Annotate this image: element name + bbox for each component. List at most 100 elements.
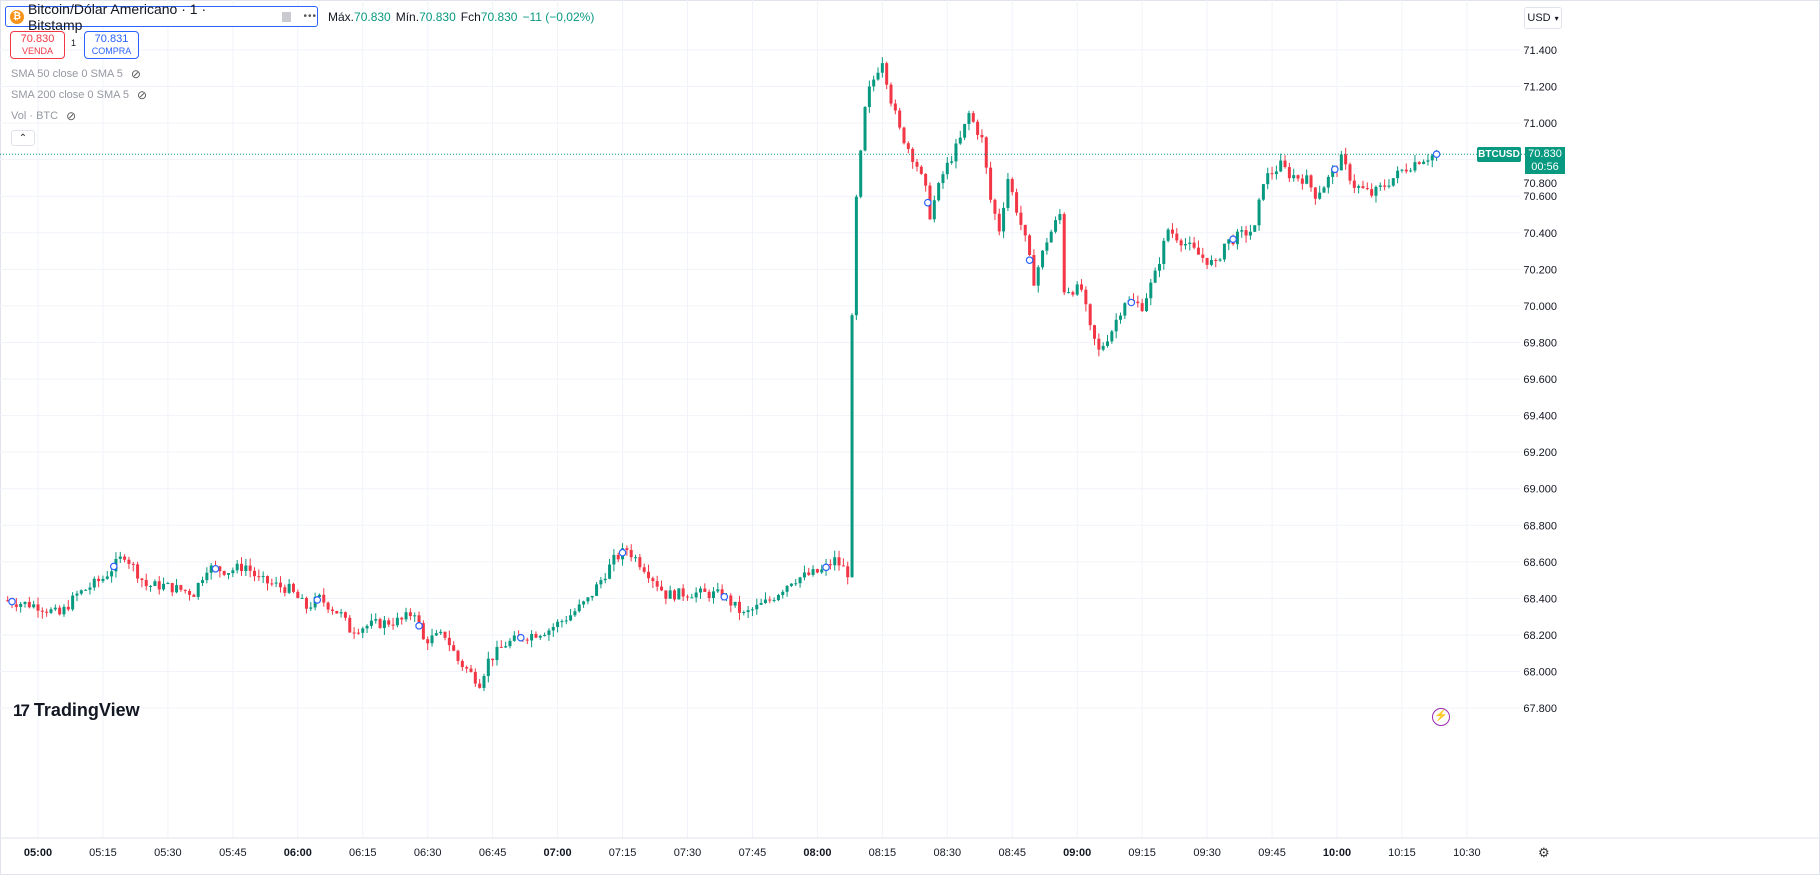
buy-button[interactable]: 70.831 COMPRA	[84, 31, 139, 59]
lightning-icon[interactable]: ⚡	[1432, 708, 1450, 726]
candle-body	[179, 585, 183, 590]
candle-body	[854, 196, 858, 316]
candle-body	[772, 600, 776, 602]
sell-button[interactable]: 70.830 VENDA	[10, 31, 65, 59]
candle-body	[976, 121, 980, 135]
event-marker[interactable]	[1127, 298, 1136, 307]
y-tick-label: 71.200	[1523, 82, 1557, 94]
candle-body-spike	[850, 315, 854, 578]
candle-body	[993, 199, 997, 214]
candle-body	[560, 621, 564, 623]
event-marker[interactable]	[1432, 150, 1441, 158]
indicator-volume[interactable]: Vol · BTC ⊘	[11, 109, 76, 123]
event-marker[interactable]	[8, 597, 16, 606]
candle-body	[1045, 242, 1049, 251]
collapse-legend-button[interactable]: ⌃	[11, 130, 35, 146]
event-marker[interactable]	[1025, 256, 1034, 265]
x-tick-label: 09:30	[1193, 847, 1221, 859]
candle-body	[110, 571, 114, 577]
x-tick-label: 09:00	[1063, 847, 1091, 859]
candle-body	[309, 607, 313, 609]
candle-body	[846, 566, 850, 578]
x-tick-label: 10:30	[1453, 847, 1481, 859]
event-marker[interactable]	[618, 548, 627, 557]
candle-body	[270, 583, 274, 585]
candle-body	[473, 671, 477, 684]
candle-body	[1287, 167, 1291, 179]
eye-hidden-icon[interactable]: ⊘	[130, 67, 141, 81]
x-tick-label: 08:30	[934, 847, 962, 859]
candle-body	[1430, 155, 1434, 161]
event-marker[interactable]	[415, 622, 423, 630]
candle-body	[356, 632, 360, 634]
candle-body	[876, 72, 880, 80]
indicator-label: SMA 50 close 0 SMA 5	[11, 68, 123, 80]
indicator-sma50[interactable]: SMA 50 close 0 SMA 5 ⊘	[11, 67, 141, 81]
event-marker[interactable]	[924, 198, 932, 207]
candle-body	[950, 161, 954, 163]
indicator-label: SMA 200 close 0 SMA 5	[11, 89, 130, 101]
candle-body	[690, 597, 694, 599]
event-marker[interactable]	[211, 564, 220, 573]
candle-body	[499, 646, 503, 648]
candle-body	[1006, 179, 1010, 208]
flag-icon[interactable]	[281, 11, 292, 22]
candle-body	[1140, 303, 1144, 312]
event-marker[interactable]	[822, 563, 830, 572]
candle-body	[352, 632, 356, 634]
candle-body	[131, 563, 135, 565]
candle-body	[49, 609, 53, 613]
currency-select[interactable]: USD ▾	[1524, 7, 1562, 29]
candle-body	[417, 615, 421, 624]
candle-body	[387, 620, 391, 625]
candle-body	[1071, 292, 1075, 295]
candle-body	[1400, 169, 1404, 171]
candle-body	[1153, 270, 1157, 283]
candle-body	[911, 148, 915, 162]
candle-body	[1266, 173, 1270, 185]
eye-hidden-icon[interactable]: ⊘	[66, 109, 77, 123]
indicator-sma200[interactable]: SMA 200 close 0 SMA 5 ⊘	[11, 88, 147, 102]
candle-body	[1409, 170, 1413, 172]
candle-body	[1136, 301, 1140, 304]
eye-hidden-icon[interactable]: ⊘	[137, 88, 148, 102]
tradingview-logo[interactable]: 17 TradingView	[13, 700, 140, 721]
event-marker[interactable]	[109, 562, 118, 571]
candle-body	[1144, 298, 1148, 312]
symbol-legend[interactable]: ₿ Bitcoin/Dólar Americano · 1 · Bitstamp…	[5, 1, 318, 33]
buy-label: COMPRA	[91, 46, 132, 56]
last-price: 70.830	[1528, 148, 1562, 160]
more-options-button[interactable]: •••	[303, 11, 317, 22]
candle-body	[915, 161, 919, 167]
candle-body	[902, 127, 906, 144]
candle-body	[153, 581, 157, 586]
candle-body	[863, 107, 867, 151]
event-marker[interactable]	[516, 633, 525, 642]
candle-body	[729, 595, 733, 606]
candle-body	[495, 646, 499, 661]
candle-body	[439, 631, 443, 634]
event-marker[interactable]	[1331, 165, 1339, 174]
high-label: Máx.	[328, 10, 355, 24]
candle-body	[612, 554, 616, 565]
candle-body	[898, 110, 902, 128]
event-marker[interactable]	[1229, 235, 1237, 243]
candle-body	[582, 601, 586, 605]
candle-body	[408, 612, 412, 617]
candle-body	[681, 588, 685, 597]
event-marker[interactable]	[313, 596, 322, 604]
candle-body	[447, 637, 451, 646]
event-marker[interactable]	[720, 592, 729, 601]
candle-body	[590, 595, 594, 598]
candle-body	[123, 556, 127, 560]
candle-body	[296, 591, 300, 599]
candle-body	[599, 580, 603, 585]
candle-body	[841, 565, 845, 567]
settings-gear-icon[interactable]: ⚙	[1538, 845, 1550, 860]
candle-body	[1396, 170, 1400, 179]
candle-body	[343, 612, 347, 618]
candle-body	[1227, 239, 1231, 244]
x-tick-label: 07:30	[674, 847, 702, 859]
